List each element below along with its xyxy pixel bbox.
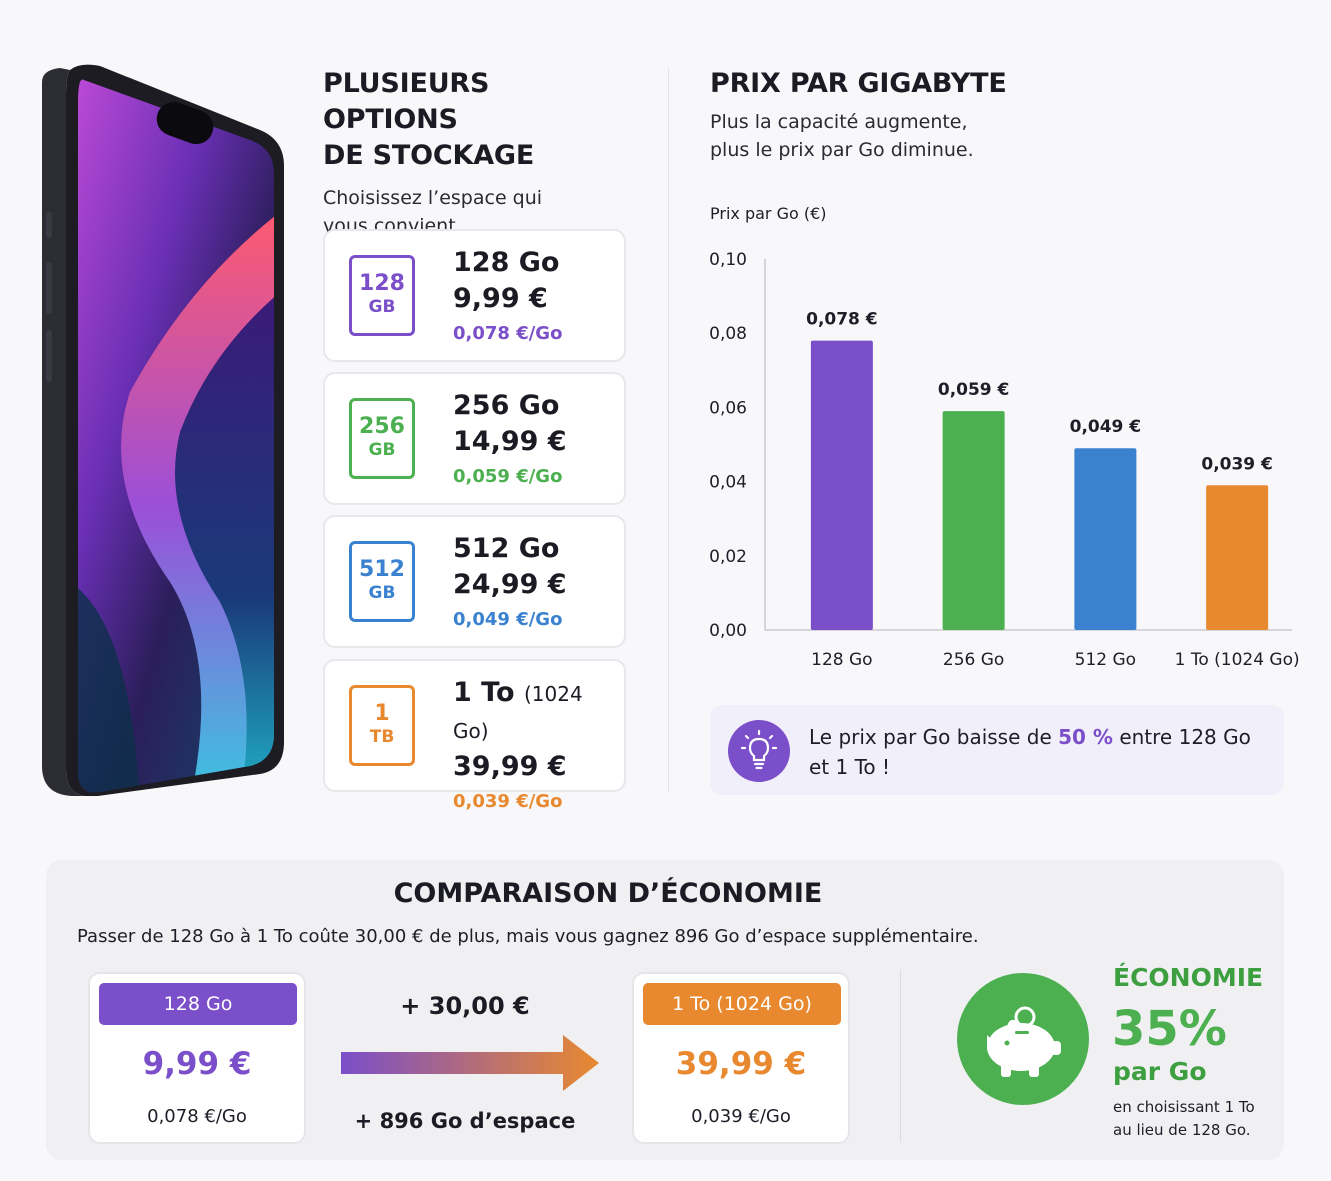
saving-note: en choisissant 1 To au lieu de 128 Go. bbox=[1113, 1098, 1255, 1139]
y-tick-label: 0,04 bbox=[709, 473, 747, 493]
saving-value: 35% bbox=[1112, 1001, 1227, 1057]
option-price-per-gb: 0,049 €/Go bbox=[453, 609, 563, 630]
arrow-right-icon bbox=[341, 1035, 601, 1091]
storage-section-title: PLUSIEURS OPTIONS DE STOCKAGE bbox=[323, 68, 535, 171]
option-capacity: 256 Go bbox=[453, 390, 560, 421]
piggy-bank-icon bbox=[957, 973, 1089, 1105]
storage-option-1tb[interactable]: 1 TB 1 To (1024 Go) 39,99 € 0,039 €/Go bbox=[323, 659, 626, 812]
comparison-divider bbox=[900, 970, 901, 1142]
storage-option-128[interactable]: 128 GB 128 Go 9,99 € 0,078 €/Go bbox=[323, 229, 626, 362]
comparison-title: COMPARAISON D’ÉCONOMIE bbox=[393, 878, 823, 909]
x-tick-label: 1 To (1024 Go) bbox=[1175, 650, 1300, 670]
saving-unit: par Go bbox=[1113, 1057, 1207, 1086]
insight-text: Le prix par Go baisse de 50 % entre 128 … bbox=[809, 725, 1251, 779]
bar-4 bbox=[1206, 485, 1269, 630]
price-section-subtitle: Plus la capacité augmente, plus le prix … bbox=[710, 111, 974, 161]
option-price: 9,99 € bbox=[453, 283, 548, 314]
bar-2 bbox=[942, 411, 1005, 630]
option-price-per-gb: 0,059 €/Go bbox=[453, 466, 563, 487]
comparison-from-price-per-gb: 0,078 €/Go bbox=[147, 1106, 247, 1127]
storage-badge: 1 TB bbox=[349, 685, 415, 766]
y-tick-label: 0,06 bbox=[709, 398, 747, 418]
comparison-from-price: 9,99 € bbox=[142, 1046, 252, 1082]
bar-3 bbox=[1074, 448, 1137, 630]
bar-1 bbox=[810, 340, 873, 630]
option-capacity: 512 Go bbox=[453, 533, 560, 564]
price-section-header: PRIX PAR GIGABYTE Plus la capacité augme… bbox=[710, 66, 1290, 164]
storage-badge: 256 GB bbox=[349, 398, 415, 479]
bar-data-label: 0,059 € bbox=[938, 380, 1010, 400]
storage-option-512[interactable]: 512 GB 512 Go 24,99 € 0,049 €/Go bbox=[323, 515, 626, 648]
y-tick-label: 0,02 bbox=[709, 547, 747, 567]
option-price-per-gb: 0,078 €/Go bbox=[453, 323, 563, 344]
extra-cost: + 30,00 € bbox=[400, 992, 530, 1020]
option-price: 24,99 € bbox=[453, 569, 567, 600]
bar-data-label: 0,049 € bbox=[1070, 417, 1142, 437]
saving-label: ÉCONOMIE bbox=[1113, 963, 1264, 992]
storage-badge: 512 GB bbox=[349, 541, 415, 622]
storage-badge: 128 GB bbox=[349, 255, 415, 336]
option-capacity: 128 Go bbox=[453, 247, 560, 278]
column-divider bbox=[668, 68, 669, 792]
lightbulb-icon bbox=[728, 720, 790, 782]
comparison-subtitle: Passer de 128 Go à 1 To coûte 30,00 € de… bbox=[77, 926, 979, 947]
option-price: 14,99 € bbox=[453, 426, 567, 457]
comparison-from-label: 128 Go bbox=[99, 983, 297, 1025]
y-tick-label: 0,00 bbox=[709, 621, 747, 641]
storage-option-256[interactable]: 256 GB 256 Go 14,99 € 0,059 €/Go bbox=[323, 372, 626, 505]
comparison-to-price: 39,99 € bbox=[675, 1046, 807, 1082]
option-price: 39,99 € bbox=[453, 751, 567, 782]
option-price-per-gb: 0,039 €/Go bbox=[453, 791, 563, 812]
bar-data-label: 0,039 € bbox=[1201, 454, 1273, 474]
insight-box: Le prix par Go baisse de 50 % entre 128 … bbox=[710, 705, 1284, 795]
x-tick-label: 128 Go bbox=[811, 650, 872, 670]
y-tick-label: 0,08 bbox=[709, 324, 747, 344]
x-tick-label: 256 Go bbox=[943, 650, 1004, 670]
price-section-title: PRIX PAR GIGABYTE bbox=[710, 68, 1007, 99]
option-capacity: 1 To (1024 Go) bbox=[453, 677, 583, 743]
extra-space: + 896 Go d’espace bbox=[354, 1109, 576, 1133]
comparison-card-to: 1 To (1024 Go) 39,99 € 0,039 €/Go bbox=[632, 972, 850, 1144]
bar-data-label: 0,078 € bbox=[806, 310, 878, 330]
savings-comparison-panel: COMPARAISON D’ÉCONOMIE Passer de 128 Go … bbox=[46, 860, 1284, 1160]
insight-highlight: 50 % bbox=[1058, 725, 1113, 749]
comparison-card-from: 128 Go 9,99 € 0,078 €/Go bbox=[88, 972, 306, 1144]
y-axis-label: Prix par Go (€) bbox=[710, 204, 827, 223]
y-tick-label: 0,10 bbox=[709, 250, 747, 270]
storage-section-header: PLUSIEURS OPTIONS DE STOCKAGE Choisissez… bbox=[323, 66, 628, 240]
price-per-gb-chart: Prix par Go (€) 0,00 0,02 0,04 0,06 0,08 0,10 0… bbox=[700, 196, 1300, 686]
comparison-to-label: 1 To (1024 Go) bbox=[643, 983, 841, 1025]
x-tick-label: 512 Go bbox=[1075, 650, 1136, 670]
phone-illustration bbox=[40, 62, 284, 796]
comparison-to-price-per-gb: 0,039 €/Go bbox=[691, 1106, 791, 1127]
